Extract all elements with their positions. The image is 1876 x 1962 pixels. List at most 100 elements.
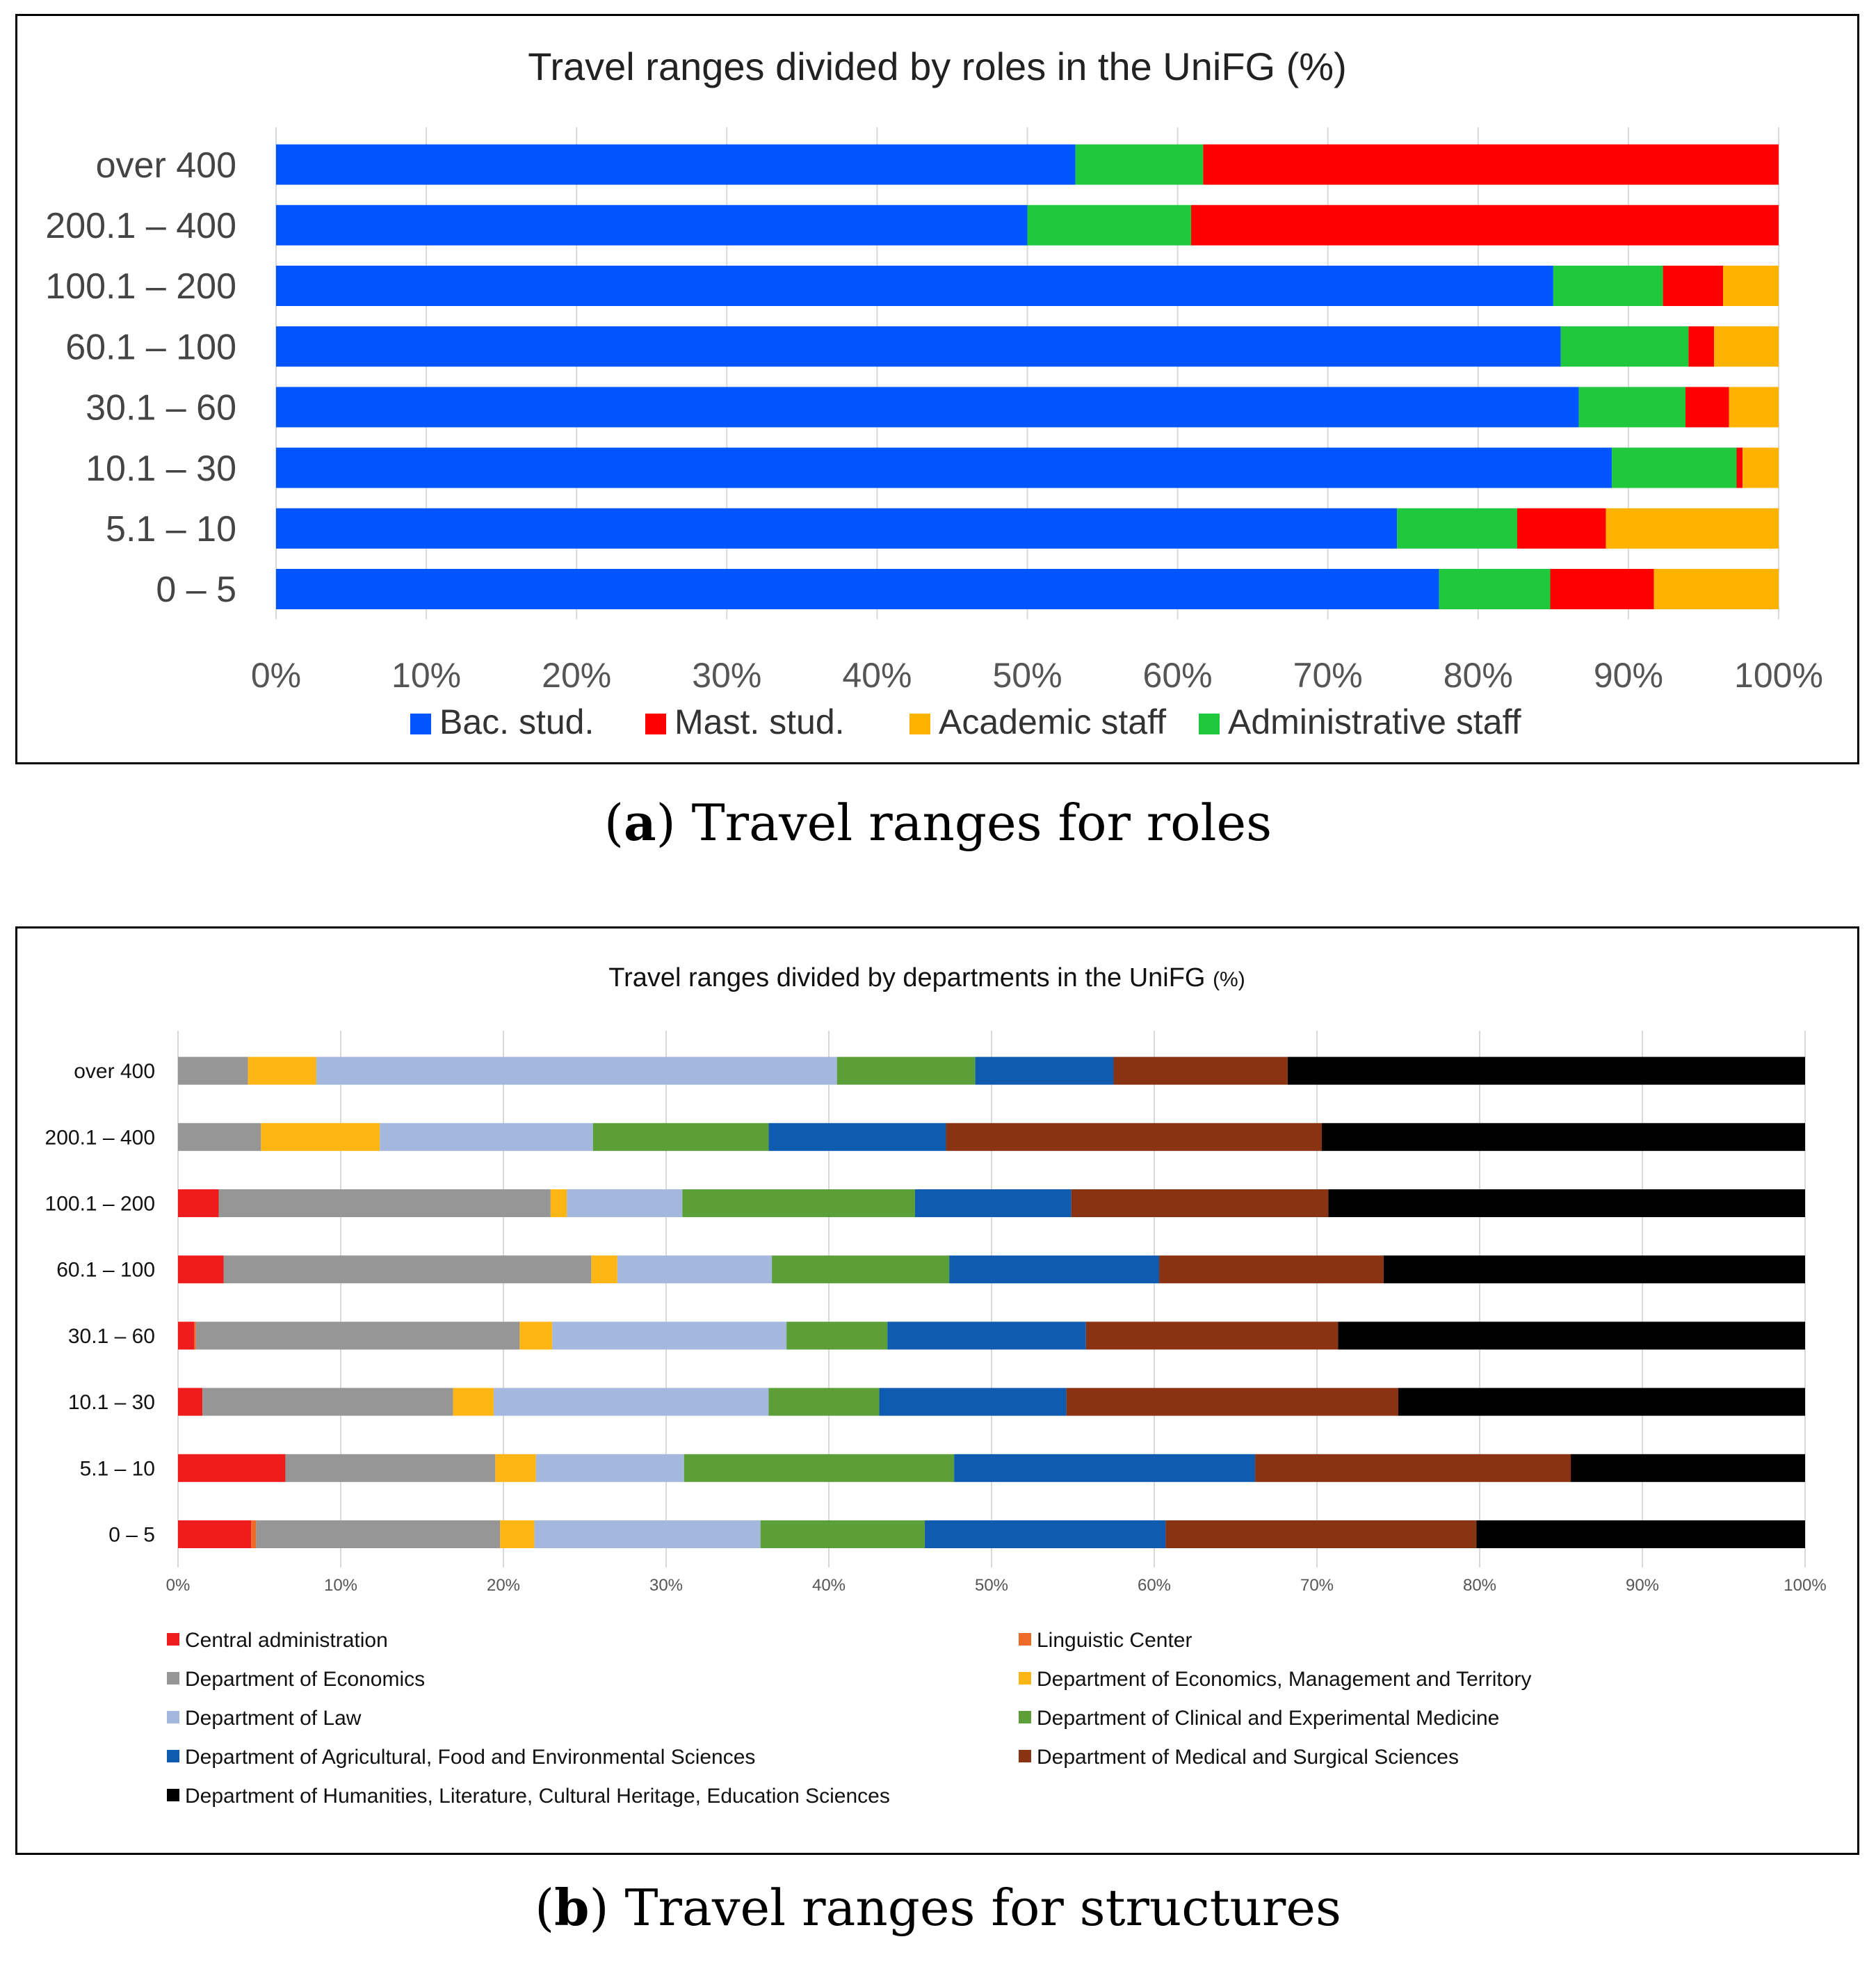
legend-label: Administrative staff bbox=[1228, 702, 1521, 741]
bar-department-of-medical-and-surgical-sciences bbox=[1165, 1520, 1477, 1548]
bar-department-of-law bbox=[552, 1321, 787, 1350]
legend-swatch-department-of-humanities-literature-cultural-heritage-education-sciences bbox=[167, 1789, 179, 1801]
bar-central-administration bbox=[178, 1321, 195, 1350]
legend-label: Central administration bbox=[185, 1629, 388, 1652]
legend-swatch-administrative-staff bbox=[1199, 714, 1220, 734]
chart-title: Travel ranges divided by departments in … bbox=[608, 963, 1245, 992]
bar-department-of-agricultural-food-and-environmental-sciences bbox=[925, 1520, 1166, 1548]
bar-department-of-law bbox=[535, 1454, 684, 1482]
category-label: 60.1 – 100 bbox=[65, 327, 236, 367]
bar-department-of-economics bbox=[218, 1189, 551, 1217]
bar-mast-stud bbox=[1688, 326, 1715, 367]
legend-label: Department of Clinical and Experimental … bbox=[1037, 1707, 1499, 1730]
bar-department-of-law bbox=[380, 1123, 593, 1151]
legend-swatch-academic-staff bbox=[909, 714, 930, 734]
category-label: 5.1 – 10 bbox=[106, 509, 236, 549]
bar-bac-stud bbox=[276, 508, 1398, 549]
bar-bac-stud bbox=[276, 204, 1028, 246]
x-tick-label: 40% bbox=[812, 1576, 846, 1595]
category-label: 30.1 – 60 bbox=[86, 388, 236, 428]
bar-department-of-agricultural-food-and-environmental-sciences bbox=[879, 1388, 1067, 1416]
x-tick-label: 20% bbox=[487, 1576, 520, 1595]
bar-department-of-law bbox=[493, 1388, 769, 1416]
bar-department-of-agricultural-food-and-environmental-sciences bbox=[887, 1321, 1086, 1350]
bar-department-of-humanities-literature-cultural-heritage-education-sciences bbox=[1338, 1321, 1805, 1350]
chart-panel-departments: Travel ranges divided by departments in … bbox=[15, 926, 1859, 1855]
legend-swatch-department-of-economics bbox=[167, 1672, 179, 1684]
bar-mast-stud bbox=[1203, 144, 1779, 185]
bar-department-of-clinical-and-experimental-medicine bbox=[682, 1189, 916, 1217]
bar-department-of-medical-and-surgical-sciences bbox=[946, 1123, 1323, 1151]
bar-department-of-humanities-literature-cultural-heritage-education-sciences bbox=[1322, 1123, 1805, 1151]
bar-mast-stud bbox=[1550, 569, 1654, 609]
bar-academic-staff bbox=[1729, 387, 1779, 428]
x-tick-label: 90% bbox=[1626, 1576, 1659, 1595]
roles-chart: Travel ranges divided by roles in the Un… bbox=[45, 45, 1823, 741]
bar-department-of-law bbox=[617, 1255, 773, 1284]
legend-swatch-department-of-agricultural-food-and-environmental-sciences bbox=[167, 1750, 179, 1762]
bar-department-of-clinical-and-experimental-medicine bbox=[592, 1123, 769, 1151]
bar-department-of-agricultural-food-and-environmental-sciences bbox=[975, 1056, 1114, 1085]
bar-central-administration bbox=[178, 1388, 203, 1416]
bar-department-of-medical-and-surgical-sciences bbox=[1255, 1454, 1571, 1482]
bar-central-administration bbox=[178, 1255, 224, 1284]
bar-central-administration bbox=[178, 1189, 219, 1217]
x-tick-label: 80% bbox=[1444, 656, 1513, 695]
caption-b: (b) Travel ranges for structures bbox=[535, 1878, 1341, 1937]
bar-department-of-economics bbox=[202, 1388, 453, 1416]
bar-department-of-agricultural-food-and-environmental-sciences bbox=[949, 1255, 1160, 1284]
category-label: 60.1 – 100 bbox=[56, 1259, 155, 1282]
bar-department-of-agricultural-food-and-environmental-sciences bbox=[768, 1123, 946, 1151]
bar-bac-stud bbox=[276, 569, 1439, 609]
x-tick-label: 100% bbox=[1734, 656, 1823, 695]
bar-bac-stud bbox=[276, 144, 1076, 185]
bar-linguistic-center bbox=[194, 1321, 196, 1350]
legend-swatch-department-of-medical-and-surgical-sciences bbox=[1019, 1750, 1031, 1762]
x-tick-label: 20% bbox=[542, 656, 611, 695]
bar-administrative-staff bbox=[1612, 447, 1737, 488]
x-tick-label: 50% bbox=[975, 1576, 1008, 1595]
bar-department-of-law bbox=[534, 1520, 761, 1548]
category-label: 5.1 – 10 bbox=[80, 1457, 155, 1480]
bar-academic-staff bbox=[1742, 447, 1779, 488]
legend-label: Academic staff bbox=[939, 702, 1166, 741]
legend-label: Department of Humanities, Literature, Cu… bbox=[185, 1785, 890, 1808]
legend-label: Mast. stud. bbox=[674, 702, 845, 741]
legend-swatch-department-of-law bbox=[167, 1711, 179, 1723]
legend-label: Department of Economics, Management and … bbox=[1037, 1668, 1531, 1691]
bar-department-of-clinical-and-experimental-medicine bbox=[836, 1056, 976, 1085]
bar-administrative-staff bbox=[1439, 569, 1551, 609]
category-label: 10.1 – 30 bbox=[68, 1391, 155, 1414]
bar-department-of-medical-and-surgical-sciences bbox=[1071, 1189, 1329, 1217]
bar-administrative-staff bbox=[1578, 387, 1686, 428]
departments-chart: Travel ranges divided by departments in … bbox=[45, 963, 1827, 1808]
bar-department-of-humanities-literature-cultural-heritage-education-sciences bbox=[1398, 1388, 1805, 1416]
bar-department-of-economics-management-and-territory bbox=[453, 1388, 494, 1416]
bar-department-of-agricultural-food-and-environmental-sciences bbox=[954, 1454, 1256, 1482]
bar-department-of-medical-and-surgical-sciences bbox=[1085, 1321, 1339, 1350]
bar-mast-stud bbox=[1517, 508, 1606, 549]
legend-swatch-department-of-economics-management-and-territory bbox=[1019, 1672, 1031, 1684]
x-tick-label: 70% bbox=[1300, 1576, 1334, 1595]
bar-department-of-clinical-and-experimental-medicine bbox=[684, 1454, 955, 1482]
x-tick-label: 40% bbox=[842, 656, 912, 695]
category-label: 0 – 5 bbox=[108, 1524, 155, 1547]
category-label: 100.1 – 200 bbox=[45, 1193, 155, 1216]
bar-department-of-clinical-and-experimental-medicine bbox=[772, 1255, 950, 1284]
bar-department-of-medical-and-surgical-sciences bbox=[1113, 1056, 1288, 1085]
bar-academic-staff bbox=[1714, 326, 1779, 367]
legend-label: Linguistic Center bbox=[1037, 1629, 1192, 1652]
x-tick-label: 0% bbox=[251, 656, 301, 695]
bar-administrative-staff bbox=[1027, 204, 1192, 246]
legend-swatch-linguistic-center bbox=[1019, 1633, 1031, 1646]
bar-department-of-humanities-literature-cultural-heritage-education-sciences bbox=[1328, 1189, 1805, 1217]
caption-a: (a) Travel ranges for roles bbox=[604, 793, 1272, 852]
bar-bac-stud bbox=[276, 447, 1612, 488]
bar-department-of-economics-management-and-territory bbox=[261, 1123, 380, 1151]
legend-label: Bac. stud. bbox=[439, 702, 594, 741]
x-tick-label: 70% bbox=[1293, 656, 1363, 695]
x-tick-label: 60% bbox=[1138, 1576, 1171, 1595]
bar-department-of-humanities-literature-cultural-heritage-education-sciences bbox=[1383, 1255, 1805, 1284]
x-tick-label: 80% bbox=[1463, 1576, 1496, 1595]
bar-mast-stud bbox=[1736, 447, 1743, 488]
